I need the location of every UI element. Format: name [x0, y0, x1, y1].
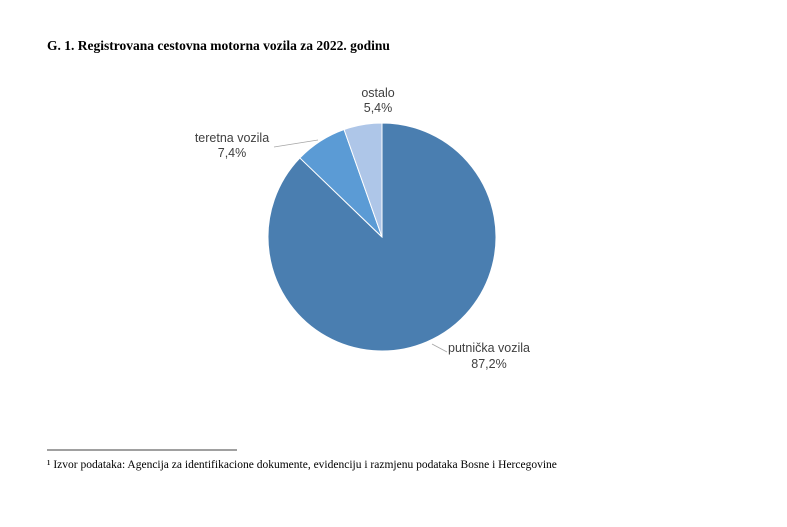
slice-label: teretna vozila [195, 131, 269, 145]
slice-label: ostalo [361, 86, 394, 100]
leader-line [273, 139, 319, 148]
footnote: ¹ Izvor podataka: Agencija za identifika… [47, 459, 557, 471]
chart-title: G. 1. Registrovana cestovna motorna vozi… [47, 38, 390, 53]
slice-value-label: 87,2% [471, 357, 506, 371]
slice-label: putnička vozila [448, 341, 530, 355]
slice-value-label: 5,4% [364, 101, 393, 115]
pie-slice [343, 122, 383, 238]
slice-value-label: 7,4% [218, 146, 247, 160]
leader-line [431, 343, 448, 353]
